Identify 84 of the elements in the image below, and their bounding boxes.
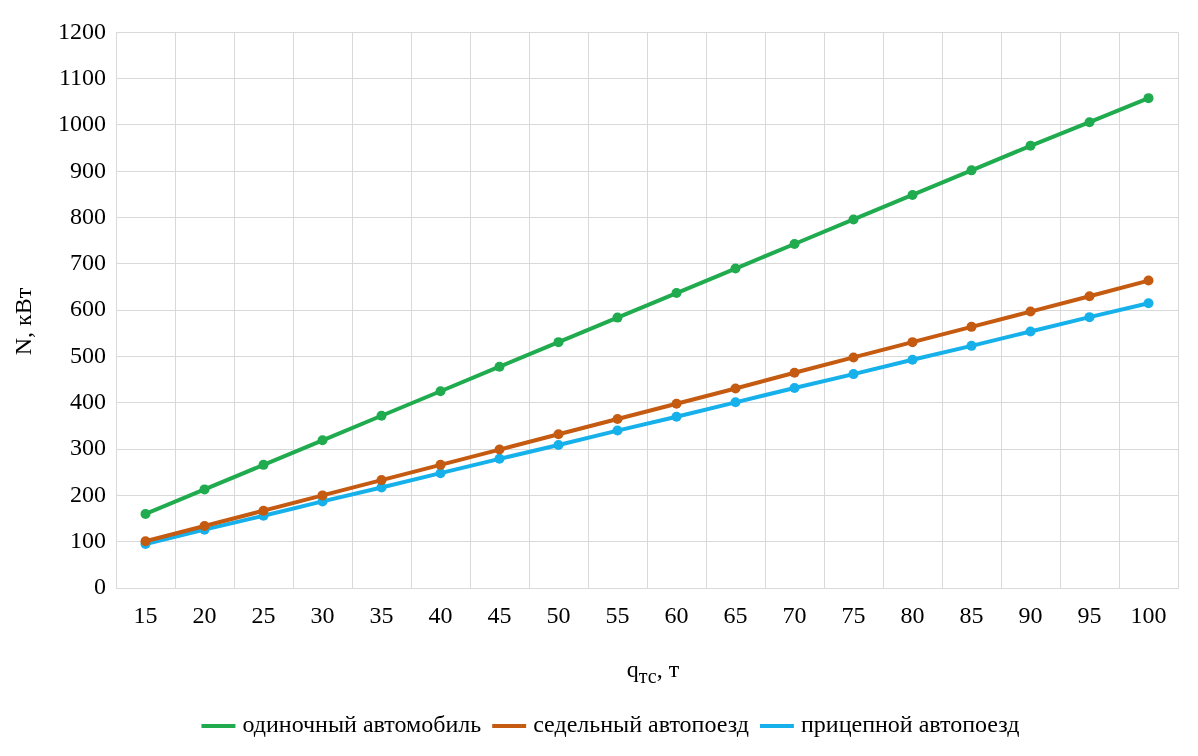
point [1143,93,1154,104]
point [317,435,328,446]
y-tick-label: 1000 [58,110,106,137]
point [376,475,387,486]
point [140,508,151,519]
point [435,459,446,470]
point [494,361,505,372]
point [848,369,859,380]
x-tick-label: 70 [782,601,807,628]
x-tick-label: 55 [605,601,630,628]
y-tick-label: 400 [70,388,106,415]
point [1084,312,1095,323]
point [258,459,269,470]
legend-label: одиночный автомобиль [242,711,482,738]
x-tick-label: 50 [546,601,571,628]
x-tick-label: 80 [900,601,925,628]
point [1025,140,1036,151]
point [376,410,387,421]
x-tick-label: 90 [1018,601,1043,628]
point [789,238,800,249]
point [1084,291,1095,302]
y-tick-label: 500 [70,341,106,368]
point [317,490,328,501]
point [966,321,977,332]
x-tick-label: 30 [310,601,335,628]
y-tick-label: 800 [70,202,106,229]
point [199,484,210,495]
point [730,263,741,274]
y-tick-label: 900 [70,156,106,183]
y-tick-label: 700 [70,249,106,276]
point [1143,298,1154,309]
x-tick-label: 75 [841,601,866,628]
x-tick-label: 95 [1077,601,1102,628]
y-tick-label: 300 [70,434,106,461]
point [848,352,859,363]
legend-label: прицепной автопоезд [800,711,1020,738]
point [553,439,564,450]
point [435,386,446,397]
point [671,398,682,409]
point [612,414,623,425]
x-tick-label: 100 [1130,601,1167,628]
x-tick-label: 60 [664,601,689,628]
point [553,429,564,440]
x-tick-label: 40 [428,601,453,628]
y-tick-label: 100 [70,527,106,553]
point [671,288,682,299]
point [789,367,800,378]
y-tick-label: 1200 [58,17,106,44]
point [907,354,918,365]
x-tick-label: 45 [487,601,512,628]
point [1143,275,1154,286]
legend-label: седельный автопоезд [533,711,749,738]
x-tick-label: 20 [192,601,217,628]
point [258,505,269,516]
y-tick-label: 200 [70,480,106,507]
x-tick-label: 25 [251,601,276,628]
point [612,425,623,436]
point [435,468,446,479]
point [671,411,682,422]
point [199,520,210,531]
x-tick-label: 65 [723,601,748,628]
x-axis-title: q$_{тс}$, т [625,656,681,688]
point [730,383,741,394]
point [848,214,859,225]
point [1025,306,1036,317]
point [907,189,918,200]
x-tick-label: 85 [959,601,984,628]
x-tick-label: 15 [133,601,158,628]
point [612,312,623,323]
y-tick-label: 0 [94,573,106,600]
point [907,337,918,348]
point [1025,326,1036,337]
point [966,340,977,351]
point [966,165,977,176]
point [494,453,505,464]
point [730,397,741,408]
y-tick-label: 600 [70,295,106,322]
x-tick-label: 35 [369,601,394,628]
y-tick-label: 1100 [58,64,106,90]
point [553,337,564,348]
point [494,444,505,455]
point [1084,117,1095,128]
y-axis-title: N, кВт [9,286,37,358]
point [789,382,800,393]
